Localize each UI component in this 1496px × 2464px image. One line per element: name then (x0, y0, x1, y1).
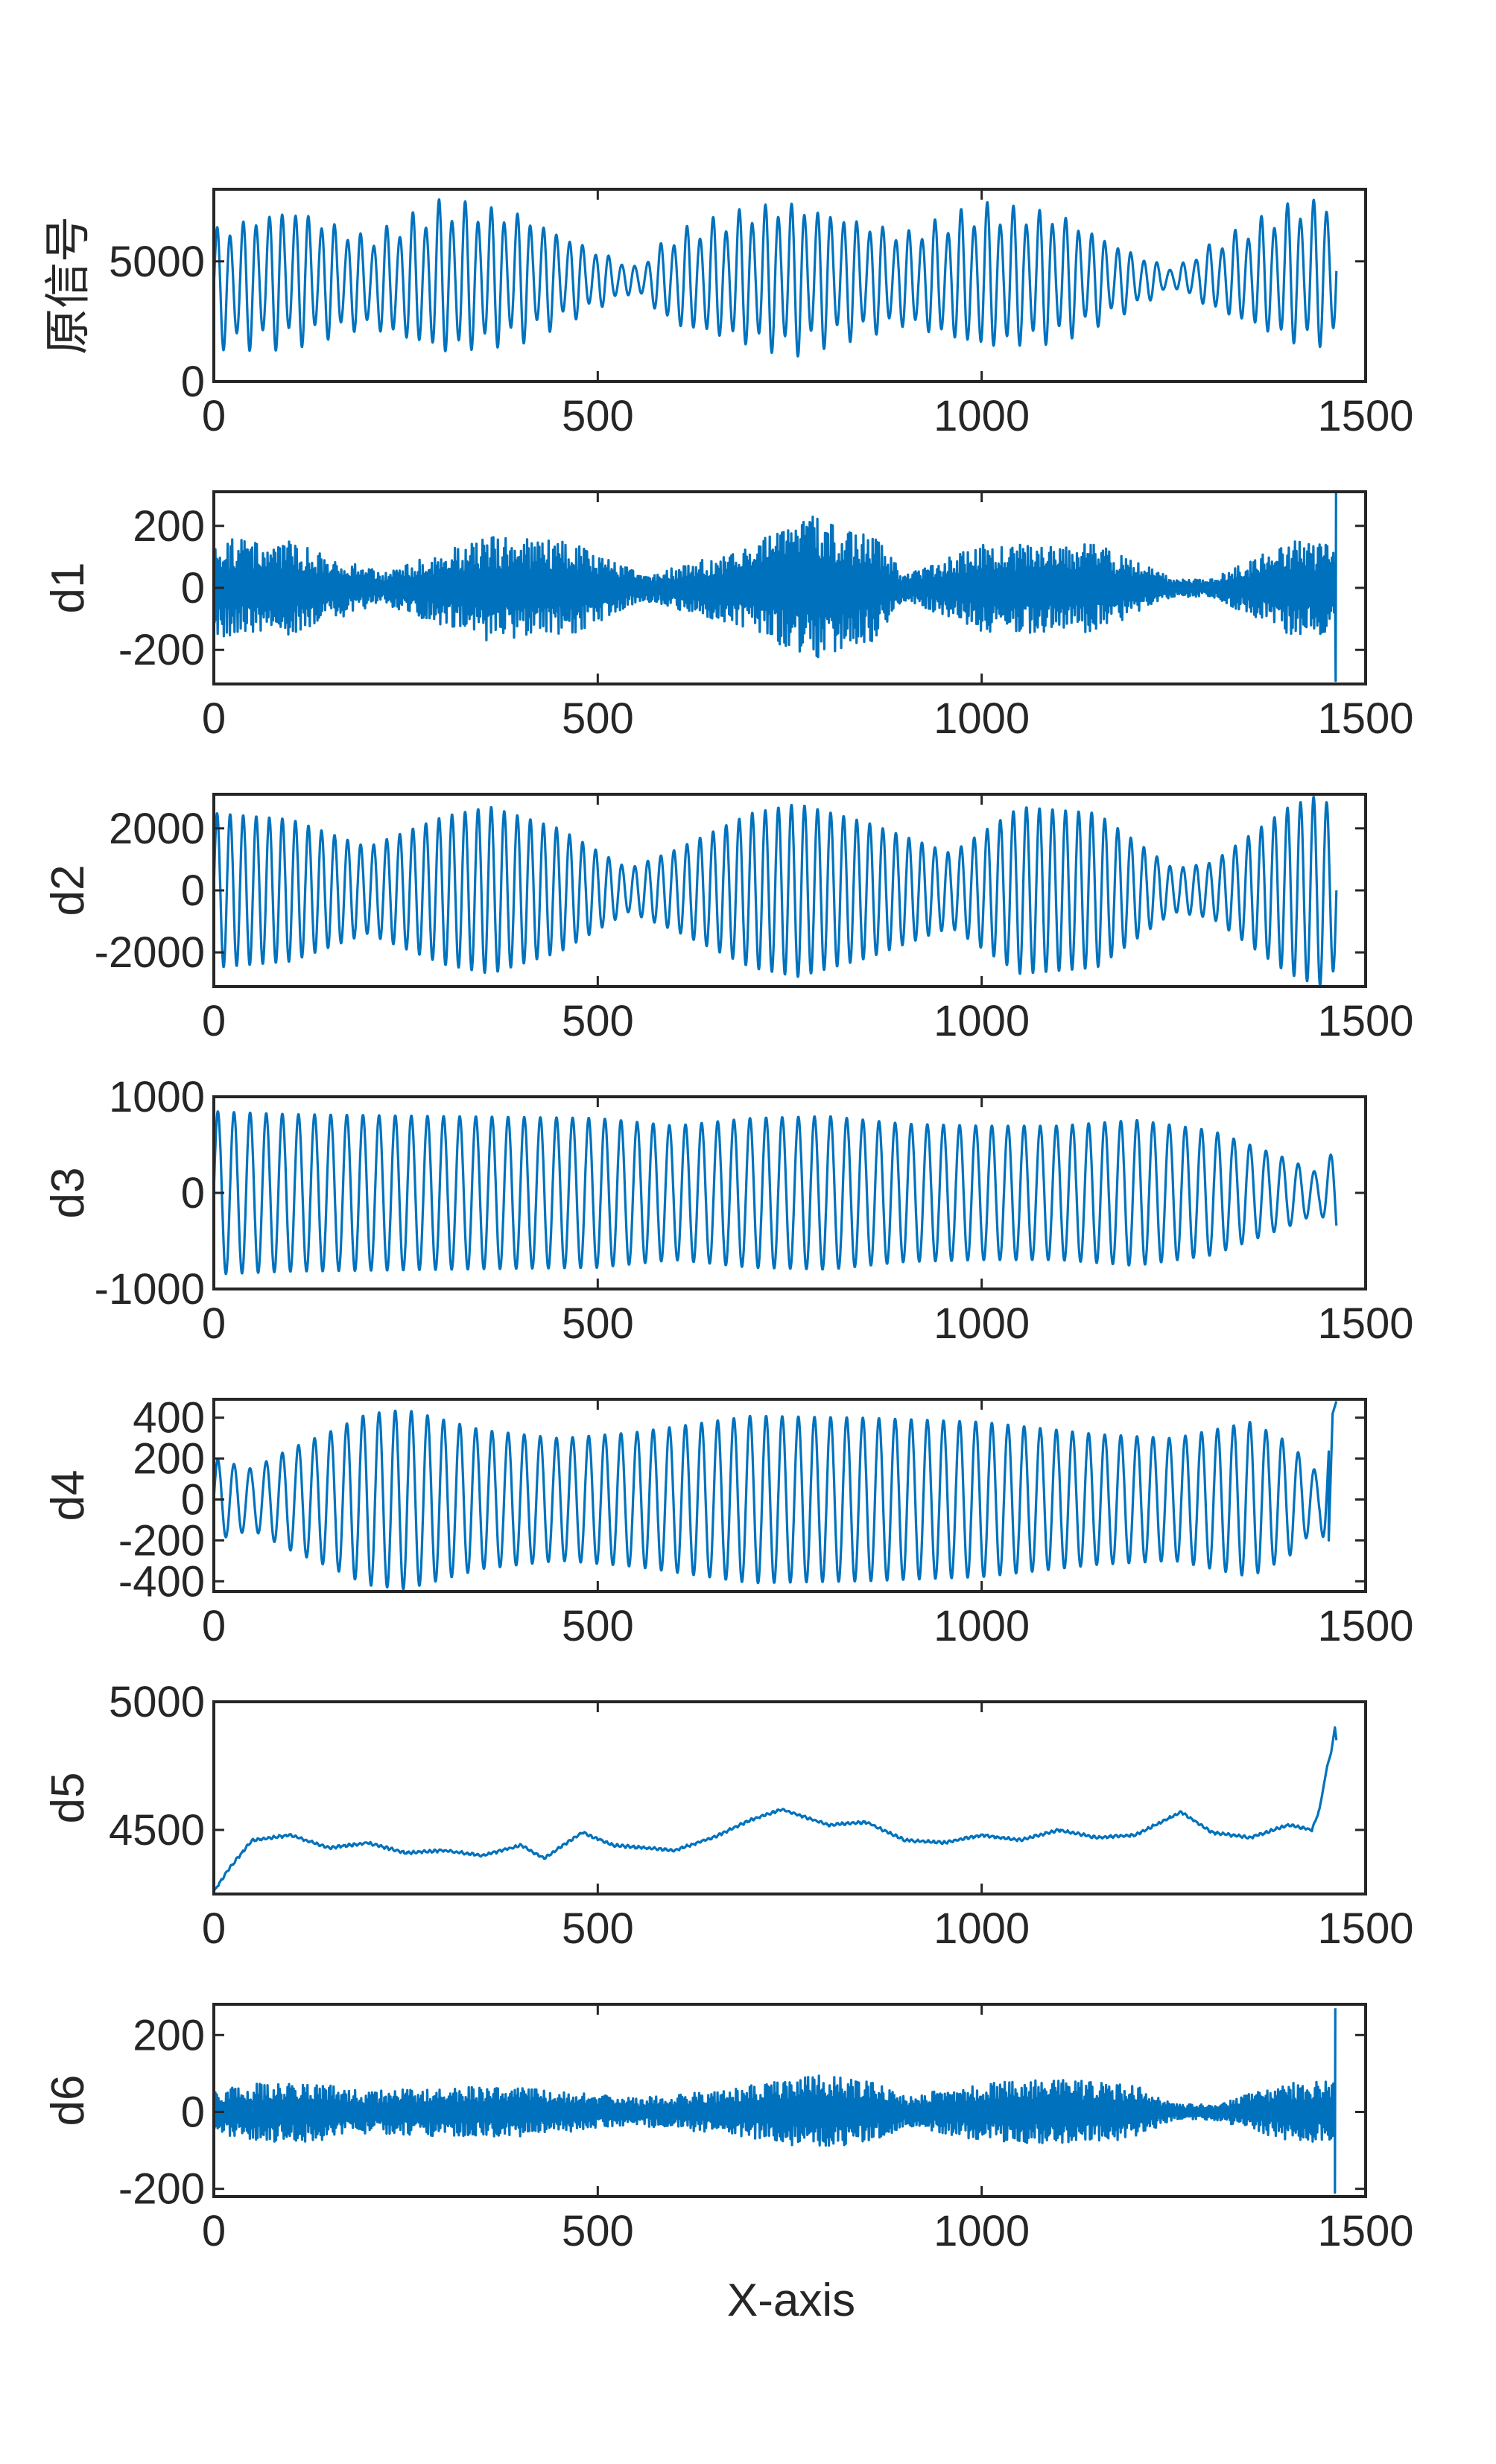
y-tick-label: 5000 (109, 238, 205, 286)
y-tick-label: -1000 (95, 1265, 205, 1314)
x-tick-label: 1500 (1317, 1602, 1413, 1650)
series-line-7 (214, 2008, 1337, 2194)
x-tick-label: 1000 (934, 694, 1030, 743)
axes-frame (212, 1700, 1367, 1895)
x-tick-label: 1500 (1317, 392, 1413, 440)
series-line-5 (214, 1401, 1338, 1591)
x-tick-label: 0 (202, 694, 226, 743)
x-tick-label: 0 (202, 997, 226, 1045)
y-tick-label: 2000 (109, 805, 205, 853)
x-tick-label: 500 (562, 392, 634, 440)
x-tick-label: 1500 (1317, 1299, 1413, 1348)
y-axis-label: d2 (42, 865, 94, 916)
y-tick-label: 200 (133, 502, 205, 551)
x-tick-label: 1000 (934, 392, 1030, 440)
x-tick-label: 500 (562, 694, 634, 743)
y-tick-label: 0 (181, 1169, 205, 1217)
x-tick-label: 1000 (934, 1299, 1030, 1348)
y-axis-label: 原信号 (42, 216, 94, 355)
x-tick-label: 1000 (934, 1602, 1030, 1650)
x-tick-label: 500 (562, 1904, 634, 1953)
y-axis-label: d4 (42, 1470, 94, 1521)
y-tick-label: 200 (133, 2011, 205, 2059)
x-tick-label: 0 (202, 1904, 226, 1953)
y-tick-label: -2000 (95, 928, 205, 977)
x-tick-label: 500 (562, 997, 634, 1045)
series-line-4 (214, 1110, 1338, 1276)
x-axis-label: X-axis (727, 2275, 855, 2326)
axes-frame (212, 2003, 1367, 2198)
y-tick-label: -400 (118, 1557, 205, 1606)
subplot-1: 0 500 1000 1500 0 5000 原信号 (42, 188, 1414, 440)
subplot-6: 0 500 1000 1500 5000 4500 d5 (42, 1678, 1414, 1953)
y-tick-label: 0 (181, 2088, 205, 2136)
x-tick-label: 1500 (1317, 2207, 1413, 2255)
x-tick-label: 500 (562, 1602, 634, 1650)
y-tick-label: -200 (118, 626, 205, 674)
y-tick-label: 1000 (109, 1073, 205, 1121)
x-tick-label: 0 (202, 1299, 226, 1348)
y-tick-label: 5000 (109, 1678, 205, 1726)
y-tick-label: -200 (118, 2165, 205, 2214)
x-tick-label: 1000 (934, 997, 1030, 1045)
y-tick-label: 0 (181, 1475, 205, 1524)
x-tick-label: 0 (202, 2207, 226, 2255)
y-tick-label: -200 (118, 1516, 205, 1565)
x-tick-label: 500 (562, 2207, 634, 2255)
x-tick-label: 0 (202, 1602, 226, 1650)
x-tick-label: 1500 (1317, 997, 1413, 1045)
y-axis-label: d5 (42, 1773, 94, 1824)
y-tick-label: 4500 (109, 1806, 205, 1855)
y-axis-label: d1 (42, 563, 94, 614)
x-tick-label: 1000 (934, 1904, 1030, 1953)
y-axis-label: d3 (42, 1168, 94, 1219)
y-tick-label: 0 (181, 867, 205, 915)
y-tick-label: 400 (133, 1394, 205, 1442)
series-line-1 (214, 198, 1338, 358)
y-axis-label: d6 (42, 2075, 94, 2126)
x-tick-label: 1500 (1317, 1904, 1413, 1953)
axes-frame (212, 188, 1367, 383)
axes-frame (212, 1398, 1367, 1593)
y-tick-label: 0 (181, 358, 205, 406)
y-tick-label: 0 (181, 564, 205, 612)
series-line-2 (214, 492, 1337, 682)
series-line-6 (214, 1726, 1338, 1893)
x-tick-label: 500 (562, 1299, 634, 1348)
x-tick-label: 0 (202, 392, 226, 440)
x-tick-label: 1500 (1317, 694, 1413, 743)
y-tick-label: 200 (133, 1435, 205, 1483)
x-tick-label: 1000 (934, 2207, 1030, 2255)
series-line-3 (214, 796, 1338, 986)
